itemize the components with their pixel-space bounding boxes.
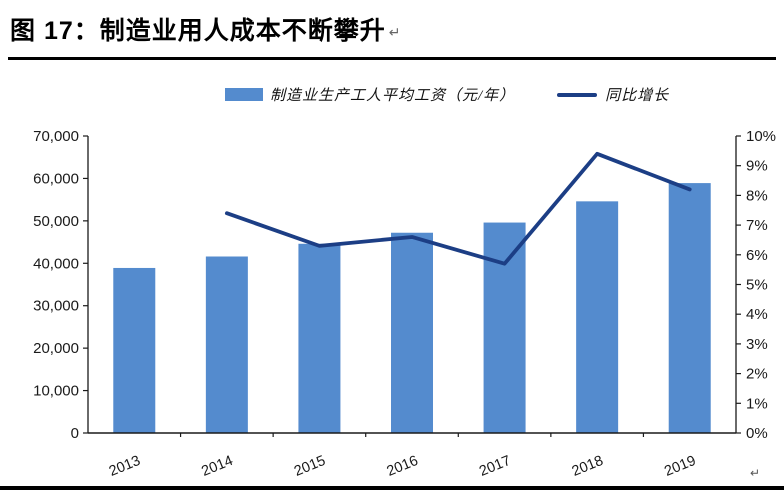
- right-axis-tick-label: 0%: [746, 425, 768, 442]
- x-axis-year-label: 2013: [107, 453, 143, 480]
- figure-title-text: 图 17：制造业用人成本不断攀升: [10, 17, 386, 45]
- right-axis-tick-label: 4%: [746, 306, 768, 323]
- right-axis-tick-label: 3%: [746, 336, 768, 353]
- paragraph-return-mark: ↵: [388, 24, 402, 40]
- legend-line-swatch: [557, 92, 598, 97]
- title-divider: [8, 57, 776, 60]
- wage-bar-2014: [205, 256, 248, 433]
- right-axis-tick-label: 8%: [746, 187, 768, 204]
- chart-legend: 制造业生产工人平均工资（元/年） 同比增长: [225, 84, 669, 105]
- right-axis-tick-label: 9%: [746, 158, 768, 175]
- legend-label-wage: 制造业生产工人平均工资（元/年）: [270, 88, 516, 104]
- x-axis-year-label: 2015: [292, 453, 328, 480]
- figure-title: 图 17：制造业用人成本不断攀升 ↵: [10, 11, 402, 47]
- left-axis-tick-label: 20,000: [33, 340, 79, 357]
- left-axis-tick-label: 0: [71, 425, 79, 442]
- left-axis-tick-label: 30,000: [33, 298, 79, 315]
- legend-label-growth: 同比增长: [605, 88, 670, 104]
- wage-bar-2016: [391, 232, 433, 433]
- wage-bar-2017: [483, 222, 526, 433]
- right-axis-tick-label: 6%: [746, 247, 768, 264]
- left-axis-tick-label: 50,000: [33, 213, 79, 230]
- left-axis-tick-label: 10,000: [33, 383, 79, 400]
- growth-line: [224, 151, 692, 266]
- x-axis-year-label: 2019: [662, 453, 698, 480]
- x-axis-year-label: 2017: [477, 453, 513, 480]
- left-axis-tick-label: 70,000: [33, 128, 79, 145]
- x-axis-year-label: 2018: [570, 453, 606, 480]
- chart-canvas: 70,000 60,000 50,000 40,000 30,000 20,000 10,0…: [33, 128, 776, 480]
- paragraph-return-mark-bottom: ↵: [750, 466, 761, 480]
- x-axis-year-label: 2014: [199, 453, 235, 480]
- wage-bar-2019: [668, 183, 711, 433]
- x-axis-year-label: 2016: [385, 453, 421, 480]
- right-axis-tick-label: 10%: [746, 128, 776, 145]
- left-axis-tick-label: 40,000: [33, 255, 79, 272]
- left-axis-tick-label: 60,000: [33, 170, 79, 187]
- right-axis-tick-label: 7%: [746, 217, 768, 234]
- legend-item-wage: 制造业生产工人平均工资（元/年）: [225, 84, 515, 105]
- legend-bar-swatch: [225, 88, 263, 101]
- wage-bar-2018: [576, 201, 619, 433]
- wage-bar-2015: [298, 243, 341, 433]
- right-axis-tick-label: 2%: [746, 366, 768, 383]
- right-axis-tick-label: 1%: [746, 395, 768, 412]
- wage-bar-2013: [113, 267, 156, 433]
- bottom-divider: [0, 486, 784, 490]
- legend-item-growth: 同比增长: [557, 84, 669, 105]
- right-axis-tick-label: 5%: [746, 277, 768, 294]
